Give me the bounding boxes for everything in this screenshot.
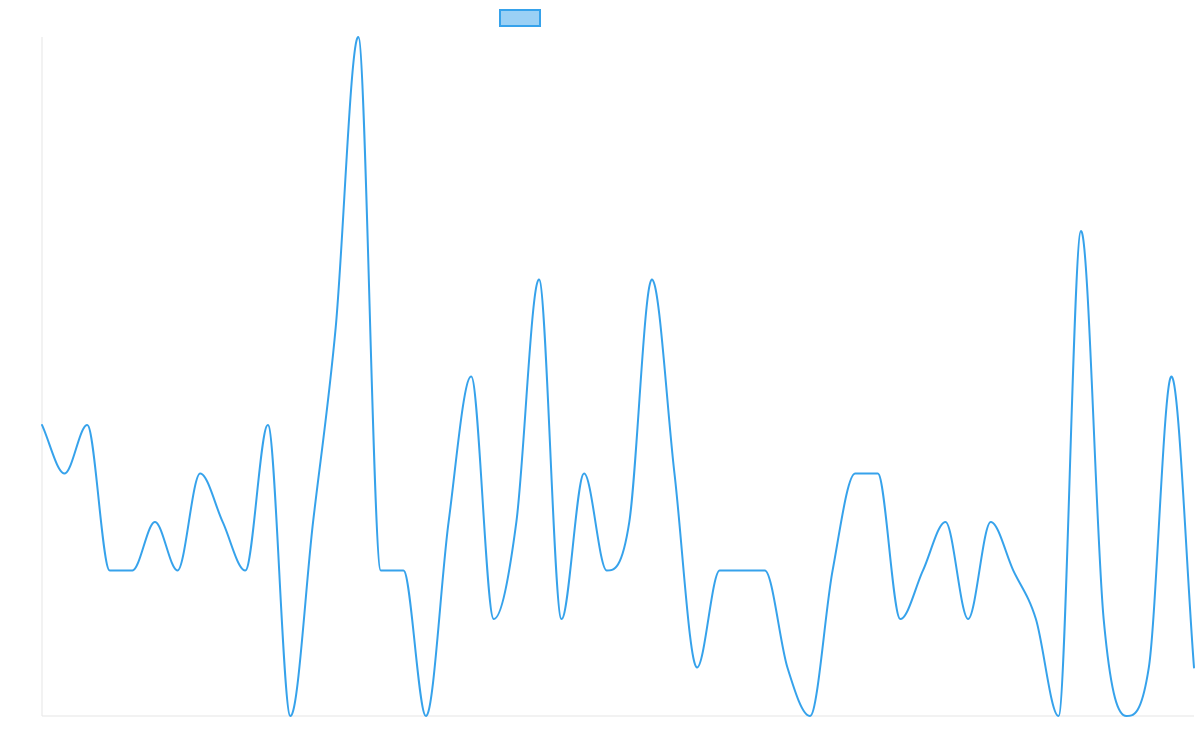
series-line-0 — [41, 36, 1195, 717]
legend[interactable] — [499, 9, 541, 27]
series-group — [41, 36, 1195, 717]
legend-swatch-0[interactable] — [499, 9, 541, 27]
